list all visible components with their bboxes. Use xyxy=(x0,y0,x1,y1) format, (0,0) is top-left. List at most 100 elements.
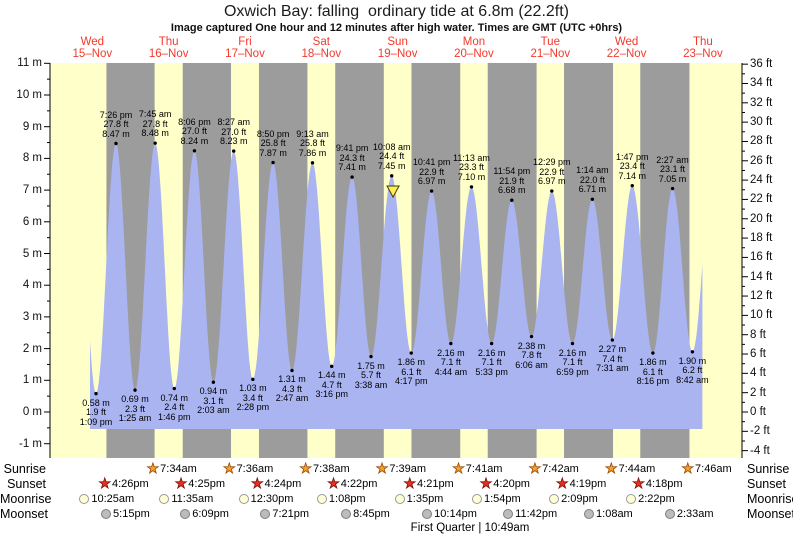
tide-height-m: 8.23 m xyxy=(219,136,248,147)
tide-height-m: 0.94 m xyxy=(199,386,228,397)
tide-extreme-dot xyxy=(133,388,137,392)
tide-height-ft: 23.3 ft xyxy=(458,162,484,173)
low-tide-annotation: 1.75 m 5.7 ft 3:38 am xyxy=(355,361,388,391)
tide-extreme-dot xyxy=(489,341,494,346)
tide-time: 8:06 pm xyxy=(178,116,211,127)
tide-height-m: 8.24 m xyxy=(180,135,209,146)
moonset-circle-icon xyxy=(422,509,433,519)
y-axis-left-label: -1 m xyxy=(19,437,42,450)
tide-height-ft: 4.3 ft xyxy=(281,383,302,394)
low-tide-annotation: 2.16 m 7.1 ft 4:44 am xyxy=(434,348,468,378)
sunset-time: 4:25pm xyxy=(188,478,225,490)
day-label: Wed 22–Nov xyxy=(607,36,647,60)
y-axis-right-label: 18 ft xyxy=(750,232,773,245)
tide-height-m: 6.71 m xyxy=(578,184,607,195)
tide-height-ft: 7.1 ft xyxy=(440,357,461,368)
low-tide-annotation: 2.16 m 7.1 ft 5:33 pm xyxy=(475,348,508,378)
y-axis-right-label: 0 ft xyxy=(750,406,766,418)
tide-height-ft: 3.1 ft xyxy=(203,395,224,406)
sunrise-star-icon: ★ xyxy=(146,461,160,477)
moonset-circle-icon xyxy=(341,509,352,519)
sunrise-event: ★ 7:39am xyxy=(375,462,426,477)
tide-height-m: 7.10 m xyxy=(457,171,486,182)
high-tide-annotation: 11:54 pm 21.9 ft 6.68 m xyxy=(493,167,530,196)
tide-extreme-dot xyxy=(192,149,197,153)
tide-extreme-dot xyxy=(449,341,453,346)
high-tide-annotation: 7:45 am 27.8 ft 8.48 m xyxy=(139,110,172,139)
tide-time: 2:27 am xyxy=(656,154,689,165)
tide-height-m: 0.69 m xyxy=(121,394,149,405)
moonrise-circle-icon xyxy=(238,494,249,504)
sunset-row-label-left: Sunset xyxy=(7,477,46,491)
sunset-row-label-right: Sunset xyxy=(747,477,786,491)
tide-height-ft: 1.9 ft xyxy=(86,407,107,418)
tide-extreme-dot xyxy=(570,341,575,346)
moonset-time: 5:15pm xyxy=(113,508,150,520)
night-band xyxy=(487,63,537,458)
tide-height-ft: 22.9 ft xyxy=(539,166,565,177)
y-axis-left-label: 3 m xyxy=(22,310,42,323)
tide-time: 2:03 am xyxy=(197,405,230,416)
sunrise-time: 7:46am xyxy=(695,463,732,475)
sunrise-time: 7:34am xyxy=(160,463,197,475)
moonrise-time: 12:30pm xyxy=(250,493,294,505)
moonset-time: 6:09pm xyxy=(192,508,229,520)
tide-time: 7:31 am xyxy=(596,363,629,374)
sunset-event: ★ 4:26pm xyxy=(98,477,149,492)
sunrise-star-icon: ★ xyxy=(452,461,465,477)
sunrise-time: 7:38am xyxy=(312,463,350,475)
day-date: 22–Nov xyxy=(606,48,647,60)
moonset-event: 10:14pm xyxy=(422,507,477,521)
moonrise-circle-icon xyxy=(549,494,560,504)
tide-height-ft: 21.9 ft xyxy=(499,175,525,186)
y-axis-right-label: 4 ft xyxy=(750,367,766,380)
high-tide-annotation: 8:06 pm 27.0 ft 8.24 m xyxy=(178,116,211,147)
tide-height-ft: 22.9 ft xyxy=(419,166,445,177)
y-axis-right-label: 30 ft xyxy=(750,116,773,129)
tide-time: 1:47 pm xyxy=(615,151,649,162)
sunset-time: 4:21pm xyxy=(417,478,454,490)
tide-extreme-dot xyxy=(510,198,514,202)
y-axis-left-label: 6 m xyxy=(22,215,42,228)
day-label: Tue 21–Nov xyxy=(530,36,570,60)
tide-time: 4:44 am xyxy=(434,366,468,377)
tide-height-m: 1.44 m xyxy=(317,370,346,381)
tide-height-m: 6.68 m xyxy=(498,185,526,196)
low-tide-annotation: 1.03 m 3.4 ft 2:28 pm xyxy=(237,384,270,413)
tide-height-m: 7.45 m xyxy=(377,160,406,171)
day-date: 23–Nov xyxy=(683,48,723,60)
tide-height-ft: 24.3 ft xyxy=(339,152,365,163)
tide-time: 1:46 pm xyxy=(158,411,191,422)
moonset-time: 8:45pm xyxy=(353,508,390,520)
tide-height-m: 2.27 m xyxy=(598,344,627,355)
sunrise-star-icon: ★ xyxy=(528,461,542,477)
tide-time: 11:54 pm xyxy=(493,166,531,177)
day-date: 20–Nov xyxy=(454,48,494,60)
sunset-time: 4:18pm xyxy=(645,478,683,490)
tide-height-ft: 6.1 ft xyxy=(642,366,663,377)
tide-extreme-dot xyxy=(310,161,315,165)
tide-time: 9:41 pm xyxy=(335,143,369,154)
tide-height-m: 1.86 m xyxy=(397,357,425,368)
sunrise-event: ★ 7:41am xyxy=(452,461,503,477)
tide-height-ft: 7.4 ft xyxy=(602,353,623,364)
tide-extreme-dot xyxy=(369,354,373,359)
tide-extreme-dot xyxy=(469,185,474,189)
tide-height-ft: 22.0 ft xyxy=(579,174,605,185)
tide-time: 1:25 am xyxy=(118,413,152,424)
tide-extreme-dot xyxy=(211,380,216,384)
sunrise-star-icon: ★ xyxy=(605,461,618,477)
moonset-circle-icon xyxy=(260,509,271,519)
tide-extreme-dot xyxy=(610,338,615,342)
sunrise-row-label-left: Sunrise xyxy=(3,462,46,476)
sunset-star-icon: ★ xyxy=(479,476,493,492)
low-tide-annotation: 0.69 m 2.3 ft 1:25 am xyxy=(119,395,152,424)
tide-height-ft: 7.1 ft xyxy=(562,357,583,368)
moonset-circle-icon xyxy=(101,509,112,519)
tide-height-ft: 5.7 ft xyxy=(361,370,382,381)
sunset-event: ★ 4:24pm xyxy=(251,477,302,492)
moonrise-time: 10:25am xyxy=(91,493,135,505)
moonset-event: 1:08am xyxy=(584,507,633,521)
tide-height-ft: 27.0 ft xyxy=(221,126,247,137)
day-weekday: Sun xyxy=(387,36,408,48)
